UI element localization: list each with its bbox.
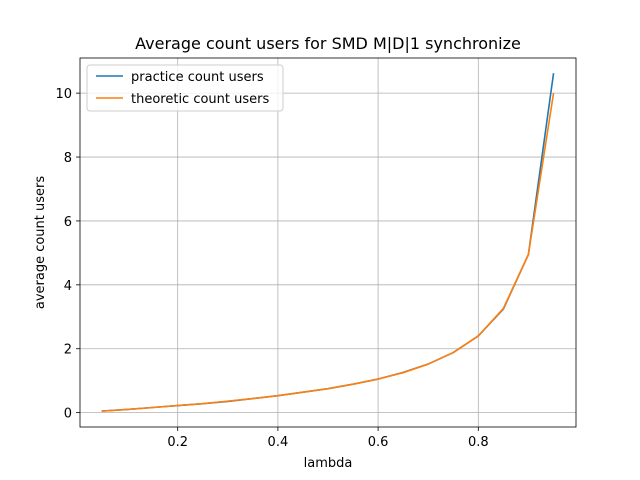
y-tick-label: 4	[64, 279, 72, 294]
series-lines	[101, 73, 555, 412]
y-axis-label: average count users	[33, 176, 48, 310]
x-tick-label: 0.8	[468, 435, 489, 450]
series-line-1	[101, 92, 555, 412]
x-tick-label: 0.2	[167, 435, 188, 450]
legend: practice count users theoretic count use…	[86, 64, 284, 112]
plot-frame	[79, 57, 577, 428]
legend-label-practice: practice count users	[131, 70, 264, 85]
y-tick-label: 8	[64, 151, 72, 166]
y-tick-label: 0	[64, 407, 72, 422]
y-axis-ticks: 0 2 4 6 8 10	[55, 87, 80, 422]
x-axis-ticks: 0.2 0.4 0.6 0.8	[167, 427, 489, 450]
x-tick-label: 0.4	[268, 435, 289, 450]
y-tick-label: 10	[55, 87, 72, 102]
chart-title: Average count users for SMD M|D|1 synchr…	[135, 34, 521, 53]
y-tick-label: 2	[64, 343, 72, 358]
x-axis-label: lambda	[304, 456, 353, 471]
legend-label-theoretic: theoretic count users	[131, 92, 269, 107]
legend-box	[86, 64, 284, 112]
y-tick-label: 6	[64, 215, 72, 230]
x-tick-label: 0.6	[368, 435, 389, 450]
grid	[80, 58, 576, 427]
